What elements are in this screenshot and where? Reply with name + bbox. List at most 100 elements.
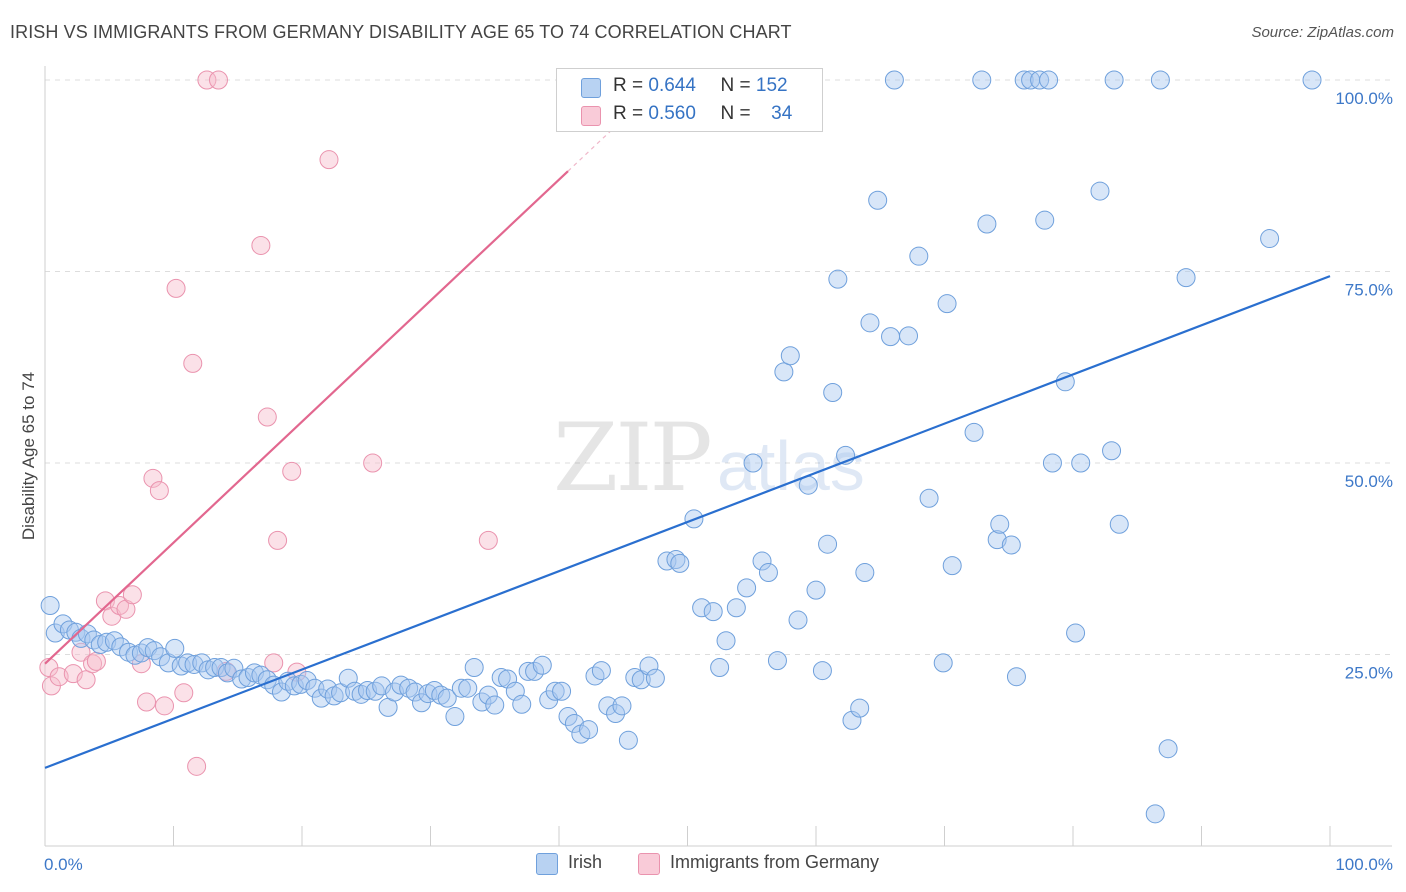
germany-point <box>137 692 157 712</box>
irish-point <box>1039 70 1059 90</box>
germany-point <box>282 461 302 481</box>
irish-point <box>184 654 204 674</box>
gridlines <box>45 79 1392 655</box>
irish-point <box>232 669 252 689</box>
irish-point <box>868 190 888 210</box>
irish-point <box>716 631 736 651</box>
legend-irish-swatch <box>536 853 558 875</box>
irish-points <box>40 70 1322 824</box>
irish-point <box>591 661 611 681</box>
germany-r-value: 0.560 <box>648 103 696 124</box>
x-tick-label-min: 0.0% <box>44 855 83 874</box>
irish-point <box>1102 441 1122 461</box>
irish-point <box>1260 229 1280 249</box>
irish-point <box>1071 453 1091 473</box>
irish-point <box>806 580 826 600</box>
irish-point <box>1042 453 1062 473</box>
irish-point <box>532 655 552 675</box>
irish-point <box>445 707 465 727</box>
chart-source: Source: ZipAtlas.com <box>1251 24 1394 41</box>
irish-point <box>758 563 778 583</box>
watermark-zip: ZIP <box>553 404 710 513</box>
germany-n-label: N = <box>720 103 751 124</box>
germany-point <box>155 696 175 716</box>
germany-point <box>208 70 228 90</box>
irish-point <box>151 647 171 667</box>
irish-point <box>564 713 584 733</box>
irish-point <box>1001 535 1021 555</box>
legend-germany-label: Immigrants from Germany <box>670 852 880 872</box>
watermark: ZIP atlas <box>553 404 865 513</box>
germany-point <box>116 599 136 619</box>
irish-point <box>158 653 178 673</box>
y-tick-label: 25.0% <box>1345 664 1393 683</box>
irish-point <box>1158 739 1178 759</box>
irish-point <box>964 422 984 442</box>
germany-point <box>257 407 277 427</box>
irish-point <box>412 693 432 713</box>
irish-point <box>612 696 632 716</box>
irish-point <box>224 658 244 678</box>
irish-point <box>284 676 304 696</box>
irish-point <box>1006 667 1026 687</box>
axes <box>44 66 1392 847</box>
irish-point <box>552 681 572 701</box>
irish-point <box>780 346 800 366</box>
irish-point <box>331 683 351 703</box>
irish-point <box>767 651 787 671</box>
irish-point <box>478 685 498 705</box>
irish-point <box>828 269 848 289</box>
germany-trend-line <box>44 170 569 665</box>
irish-point <box>788 610 808 630</box>
germany-point <box>197 70 217 90</box>
irish-point <box>525 661 545 681</box>
irish-point <box>205 658 225 678</box>
x-tick-label-max: 100.0% <box>1335 855 1393 874</box>
germany-point <box>363 453 383 473</box>
irish-point <box>737 578 757 598</box>
irish-point <box>842 710 862 730</box>
irish-point <box>666 550 686 570</box>
y-tick-label: 50.0% <box>1345 472 1393 491</box>
irish-point <box>271 682 291 702</box>
irish-point <box>1109 514 1129 534</box>
irish-point <box>639 656 659 676</box>
germany-point <box>174 683 194 703</box>
irish-point <box>909 246 929 266</box>
germany-point <box>319 150 339 170</box>
irish-point <box>618 730 638 750</box>
germany-point <box>187 756 207 776</box>
irish-point <box>598 696 618 716</box>
y-tick-label: 100.0% <box>1335 89 1393 108</box>
irish-point <box>990 514 1010 534</box>
trend-lines <box>44 128 1331 769</box>
irish-n-value: 152 <box>755 75 788 96</box>
germany-point <box>149 481 169 501</box>
germany-point <box>166 278 186 298</box>
y-tick-label: 75.0% <box>1345 281 1393 300</box>
legend-irish-label: Irish <box>568 852 603 872</box>
stats-legend: R = 0.644 N = 152 R = 0.560 N = 34 <box>556 68 823 132</box>
irish-point <box>823 383 843 403</box>
irish-point <box>491 667 511 687</box>
germany-trend-extension <box>567 128 614 172</box>
irish-point <box>1150 70 1170 90</box>
irish-point <box>518 661 538 681</box>
irish-point <box>774 362 794 382</box>
irish-point <box>1145 804 1165 824</box>
irish-point <box>1302 70 1322 90</box>
irish-point <box>1090 181 1110 201</box>
irish-point <box>545 681 565 701</box>
irish-trend-line <box>44 275 1331 769</box>
irish-point <box>451 678 471 698</box>
irish-point <box>812 661 832 681</box>
irish-point <box>855 563 875 583</box>
irish-point <box>178 653 198 673</box>
irish-swatch <box>581 78 601 98</box>
germany-point <box>122 585 142 605</box>
irish-point <box>1066 623 1086 643</box>
germany-point <box>71 642 91 662</box>
irish-point <box>606 703 626 723</box>
irish-point <box>919 488 939 508</box>
irish-point <box>818 534 838 554</box>
